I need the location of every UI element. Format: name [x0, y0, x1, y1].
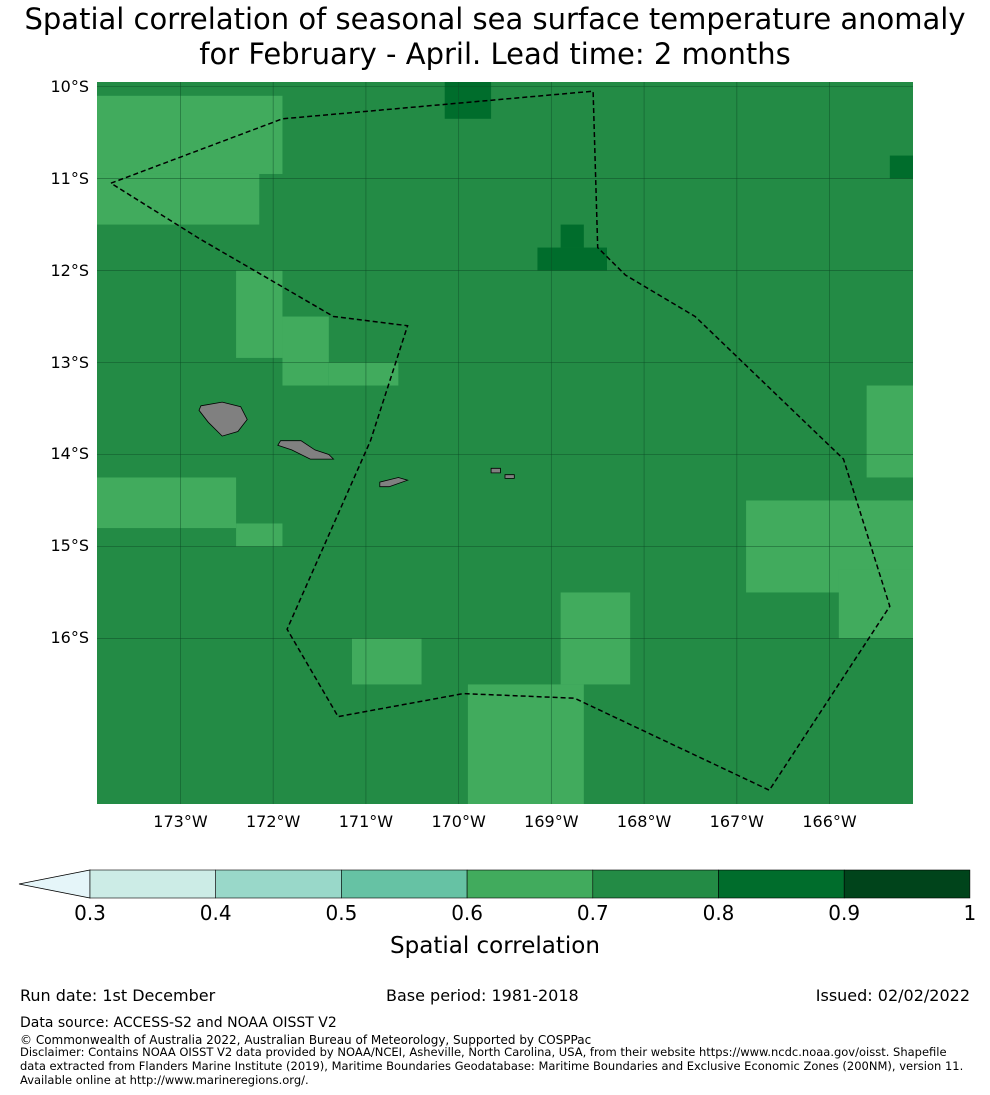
- latitude-tick-label: 16°S: [50, 628, 89, 648]
- island: [379, 477, 409, 488]
- base-period: Base period: 1981-2018: [386, 986, 579, 1005]
- map-title-line-1: Spatial correlation of seasonal sea surf…: [24, 2, 966, 36]
- colorbar-segment: [592, 869, 719, 899]
- colorbar-tick-label: 0.5: [325, 901, 358, 925]
- data-source: Data source: ACCESS-S2 and NOAA OISST V2: [20, 1015, 337, 1031]
- longitude-tick-label: 171°W: [338, 812, 394, 831]
- region-0-6-to-0-7: [236, 523, 283, 547]
- longitude-tick-label: 166°W: [802, 812, 857, 831]
- colorbar-segment: [89, 869, 216, 899]
- run-date: Run date: 1st December: [20, 986, 216, 1005]
- latitude-tick-label: 15°S: [50, 536, 89, 556]
- region-0-6-to-0-7: [282, 316, 329, 386]
- map-title: Spatial correlation of seasonal sea surf…: [0, 2, 990, 72]
- disclaimer: Disclaimer: Contains NOAA OISST V2 data …: [20, 1045, 964, 1087]
- map-title-line-2: for February - April. Lead time: 2 month…: [199, 37, 791, 71]
- island: [504, 474, 515, 479]
- longitude-tick-label: 170°W: [431, 812, 486, 831]
- region-0-6-to-0-7: [328, 362, 399, 386]
- latitude-tick-label: 10°S: [50, 76, 89, 96]
- colorbar-label: Spatial correlation: [390, 933, 600, 959]
- latitude-tick-label: 13°S: [50, 352, 89, 372]
- region-0-6-to-0-7: [236, 270, 283, 358]
- colorbar-segment: [718, 869, 845, 899]
- colorbar-tick-label: 0.9: [828, 901, 861, 925]
- longitude-tick-label: 168°W: [616, 812, 672, 831]
- colorbar-tick-label: 0.6: [451, 901, 483, 925]
- colorbar-tick-label: 1: [963, 901, 977, 925]
- colorbar-segment: [843, 869, 971, 899]
- latitude-tick-label: 14°S: [50, 444, 89, 464]
- colorbar: [18, 869, 971, 899]
- region-0-6-to-0-7: [97, 173, 260, 225]
- latitude-tick-label: 11°S: [50, 168, 89, 188]
- region-0-8-to-0-9: [560, 224, 584, 248]
- longitude-tick-label: 172°W: [245, 812, 301, 831]
- region-0-6-to-0-7: [838, 569, 913, 639]
- region-0-6-to-0-7: [352, 638, 422, 685]
- island: [198, 401, 248, 437]
- map-panel[interactable]: [97, 82, 913, 804]
- eez-boundary-line: [110, 90, 891, 792]
- colorbar-tick-label: 0.8: [702, 901, 735, 925]
- colorbar-tick-label: 0.3: [74, 901, 106, 925]
- longitude-tick-label: 169°W: [524, 812, 579, 831]
- latitude-tick-label: 12°S: [50, 260, 89, 280]
- region-0-6-to-0-7: [866, 385, 913, 478]
- island: [490, 467, 501, 474]
- colorbar-segment: [215, 869, 342, 899]
- region-0-6-to-0-7: [97, 95, 283, 174]
- region-0-8-to-0-9: [889, 155, 913, 179]
- colorbar-tick-label: 0.7: [576, 901, 609, 925]
- region-0-8-to-0-9: [537, 247, 607, 271]
- colorbar-segment: [466, 869, 594, 899]
- map-canvas[interactable]: [97, 82, 913, 804]
- issued-date: Issued: 02/02/2022: [815, 986, 970, 1005]
- colorbar-extend-arrow: [18, 869, 91, 899]
- region-0-6-to-0-7: [97, 477, 237, 529]
- colorbar-tick-label: 0.4: [199, 901, 232, 925]
- longitude-tick-label: 167°W: [709, 812, 764, 831]
- colorbar-segment: [341, 869, 468, 899]
- region-0-6-to-0-7: [467, 684, 584, 804]
- island: [277, 440, 335, 460]
- copyright-notice: © Commonwealth of Australia 2022, Austra…: [20, 1033, 592, 1047]
- longitude-tick-label: 173°W: [153, 812, 208, 831]
